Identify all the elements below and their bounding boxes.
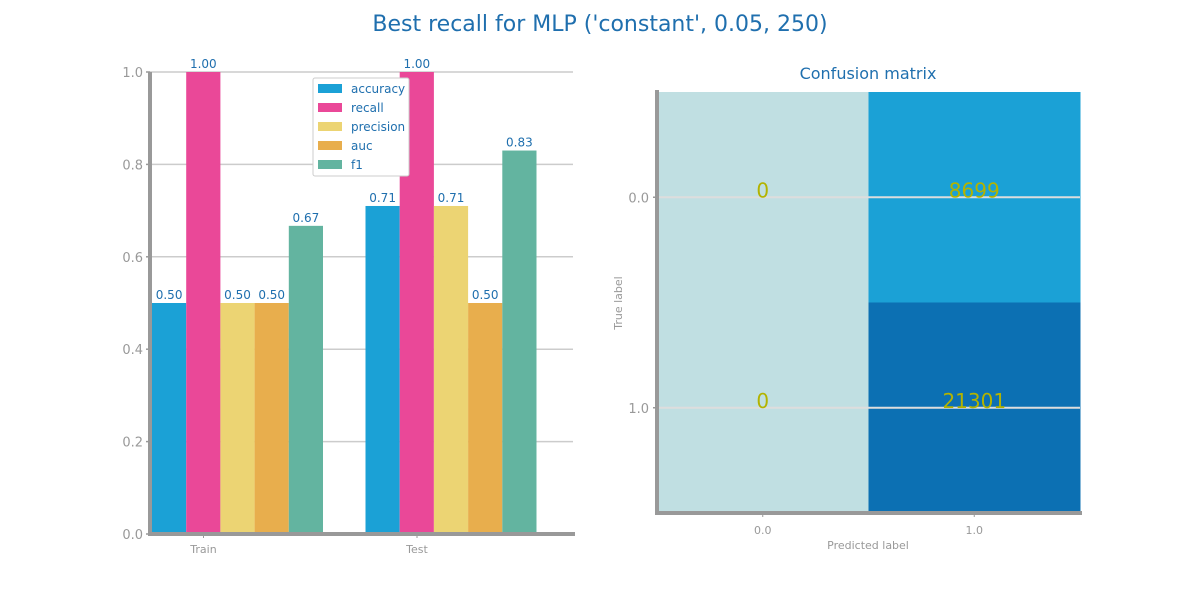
bar-chart-data-labels: 0.50 1.00 0.50 0.50 0.67 0.71 1.00 0.71 0.50 0.83 bbox=[156, 57, 533, 302]
confusion-matrix-grid bbox=[657, 196, 1080, 409]
legend-swatch-accuracy bbox=[318, 84, 342, 93]
y-tick-label: 0.0 bbox=[122, 528, 143, 543]
confusion-matrix: Confusion matrix 0 8699 0 21301 0.0 1.0 0.0 1.… bbox=[612, 64, 1082, 552]
legend-swatch-recall bbox=[318, 103, 342, 112]
bar-data-label: 0.50 bbox=[258, 288, 285, 302]
cm-value-1-1: 21301 bbox=[942, 389, 1006, 413]
bar-data-label: 0.50 bbox=[224, 288, 251, 302]
legend-label-auc: auc bbox=[351, 139, 373, 153]
legend-swatch-auc bbox=[318, 141, 342, 150]
figure-title: Best recall for MLP ('constant', 0.05, 2… bbox=[372, 12, 827, 37]
bar-f1-test bbox=[502, 150, 537, 535]
y-tick-label: 1.0 bbox=[122, 66, 143, 81]
bar-recall-train bbox=[186, 72, 221, 534]
cm-value-0-0: 0 bbox=[756, 178, 769, 202]
bar-chart-bars bbox=[152, 72, 537, 535]
cm-y-tick-label: 1.0 bbox=[628, 402, 649, 417]
y-tick-label: 0.2 bbox=[122, 436, 143, 451]
legend-frame bbox=[312, 77, 410, 177]
bar-auc-test bbox=[468, 303, 503, 534]
bar-auc-train bbox=[254, 303, 289, 534]
legend-label-f1: f1 bbox=[351, 158, 363, 172]
cm-x-tick-label: 0.0 bbox=[754, 524, 772, 537]
bar-data-label: 0.71 bbox=[438, 191, 465, 205]
legend-label-recall: recall bbox=[351, 101, 384, 115]
confusion-matrix-title: Confusion matrix bbox=[800, 64, 937, 83]
legend-swatch-f1 bbox=[318, 160, 342, 169]
confusion-matrix-x-label: Predicted label bbox=[827, 539, 909, 552]
y-tick-label: 0.8 bbox=[122, 158, 143, 173]
cm-y-tick-label: 0.0 bbox=[628, 191, 649, 206]
bar-accuracy-test bbox=[365, 205, 400, 535]
confusion-matrix-y-label: True label bbox=[612, 276, 625, 330]
x-tick-label: Train bbox=[189, 543, 216, 556]
cm-x-tick-label: 1.0 bbox=[966, 524, 984, 537]
bar-chart-legend: accuracy recall precision auc f1 bbox=[312, 77, 410, 177]
bar-data-label: 1.00 bbox=[403, 57, 430, 71]
x-tick-label: Test bbox=[405, 543, 428, 556]
confusion-matrix-cells bbox=[657, 92, 1081, 514]
bar-data-label: 0.83 bbox=[506, 136, 533, 150]
y-tick-label: 0.6 bbox=[122, 251, 143, 266]
bar-chart-y-ticks: 0.0 0.2 0.4 0.6 0.8 1.0 bbox=[122, 66, 150, 543]
bar-data-label: 1.00 bbox=[190, 57, 217, 71]
bar-accuracy-train bbox=[152, 303, 187, 534]
bar-data-label: 0.67 bbox=[293, 211, 320, 225]
bar-data-label: 0.71 bbox=[369, 191, 396, 205]
cm-value-1-0: 0 bbox=[756, 389, 769, 413]
legend-label-accuracy: accuracy bbox=[351, 82, 405, 96]
bar-data-label: 0.50 bbox=[472, 288, 499, 302]
legend-label-precision: precision bbox=[351, 120, 405, 134]
bar-precision-test bbox=[433, 205, 469, 535]
legend-swatch-precision bbox=[318, 122, 342, 131]
bar-precision-train bbox=[220, 303, 255, 534]
bar-data-label: 0.50 bbox=[156, 288, 183, 302]
bar-f1-train bbox=[288, 225, 323, 534]
bar-chart: 0.50 1.00 0.50 0.50 0.67 0.71 1.00 0.71 0.50 0.83… bbox=[122, 57, 575, 556]
confusion-matrix-values: 0 8699 0 21301 bbox=[756, 178, 1006, 413]
y-tick-label: 0.4 bbox=[122, 343, 143, 358]
cm-value-0-1: 8699 bbox=[949, 178, 1000, 202]
bar-chart-x-ticks: Train Test bbox=[189, 534, 429, 556]
